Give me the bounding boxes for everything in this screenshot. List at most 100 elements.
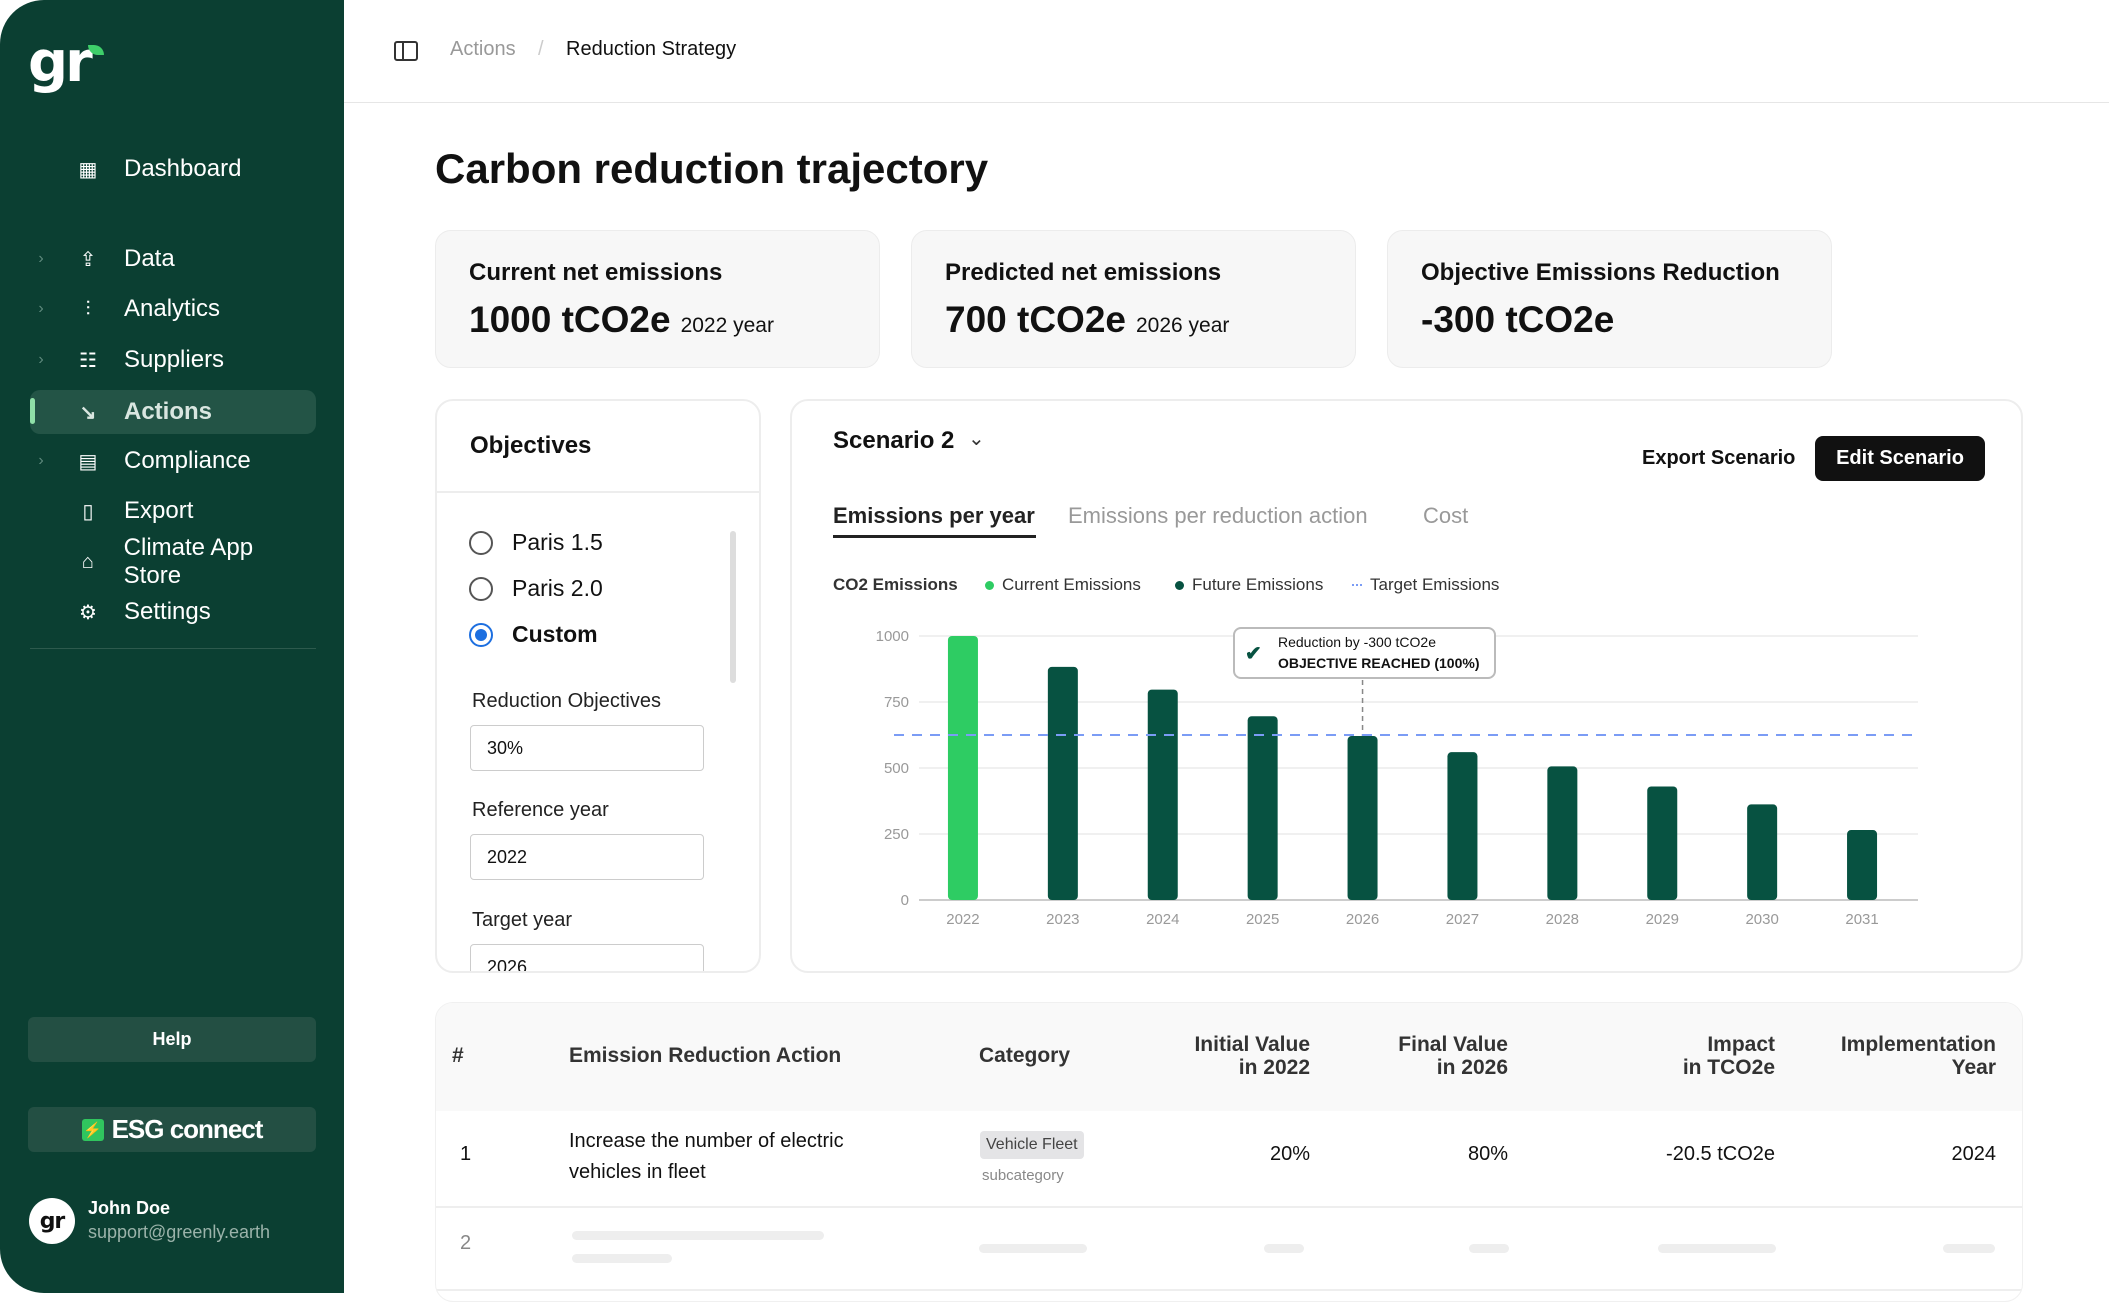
bar-2027 [1447, 752, 1478, 900]
radio-custom[interactable] [469, 623, 493, 647]
bar-2031 [1847, 830, 1878, 900]
loading-placeholder [572, 1254, 672, 1263]
bar-2023 [1047, 666, 1078, 900]
sidebar-item-data[interactable]: › ⇪ Data [30, 237, 316, 281]
sidebar-divider [30, 648, 316, 649]
analytics-icon: ⫶ [85, 297, 91, 320]
chevron-right-icon: › [38, 300, 44, 317]
sidebar-item-climate-app-store[interactable]: ⌂ Climate App Store [30, 534, 316, 589]
reduction-objectives-input[interactable]: 30% [470, 725, 704, 771]
sidebar-item-actions[interactable]: ↘ Actions [30, 390, 316, 434]
th-action: Emission Reduction Action [569, 1044, 842, 1067]
sidebar-item-dashboard[interactable]: ▦ Dashboard [30, 147, 316, 191]
subcategory-text: subcategory [982, 1167, 1064, 1184]
th-initial-value: Initial Value in 2022 [1194, 1033, 1310, 1079]
radio-paris-1-5[interactable] [469, 531, 493, 555]
target-year-input[interactable]: 2026 [470, 944, 704, 971]
help-button[interactable]: Help [28, 1017, 316, 1062]
bar-2022 [947, 636, 978, 900]
export-scenario-button[interactable]: Export Scenario [1642, 447, 1796, 469]
row-number: 1 [460, 1143, 472, 1165]
sidebar-toggle-icon[interactable] [394, 41, 418, 61]
edit-scenario-button[interactable]: Edit Scenario [1815, 436, 1985, 481]
tab-cost[interactable]: Cost [1423, 503, 1469, 528]
user-name: John Doe [88, 1198, 171, 1218]
breadcrumb-current: Reduction Strategy [566, 38, 737, 60]
actions-table [435, 1002, 2023, 1302]
th-number: # [452, 1044, 464, 1067]
loading-placeholder [979, 1244, 1087, 1253]
bar-2024 [1147, 689, 1178, 900]
page-title: Carbon reduction trajectory [435, 145, 989, 192]
stat-year: 2022 year [680, 314, 774, 337]
radio-label[interactable]: Paris 2.0 [512, 575, 603, 601]
store-icon: ⌂ [81, 550, 94, 573]
legend-future-marker [1175, 581, 1184, 590]
row-final: 80% [1467, 1143, 1508, 1165]
sidebar-item-analytics[interactable]: › ⫶ Analytics [30, 287, 316, 331]
objective-tooltip: ✔ Reduction by -300 tCO2e OBJECTIVE REAC… [1233, 627, 1496, 679]
objectives-title: Objectives [470, 432, 592, 459]
chevron-right-icon: › [38, 351, 44, 368]
chart-title: CO2 Emissions [833, 575, 958, 594]
tab-emissions-per-reduction-action[interactable]: Emissions per reduction action [1068, 503, 1368, 528]
bar-2028 [1547, 766, 1578, 900]
bar-2030 [1747, 804, 1778, 900]
th-implementation-year: Implementation Year [1840, 1033, 1996, 1079]
stat-value: 1000 tCO2e 2022 year [469, 299, 774, 341]
stat-value: 700 tCO2e 2026 year [945, 299, 1229, 341]
row-initial: 20% [1269, 1143, 1310, 1165]
tab-emissions-per-year[interactable]: Emissions per year [833, 503, 1035, 528]
sidebar-item-compliance[interactable]: › ▤ Compliance [30, 439, 316, 483]
category-tag[interactable]: Vehicle Fleet [980, 1131, 1084, 1159]
bar-2026 [1347, 736, 1378, 900]
scenario-selector[interactable]: Scenario 2 [833, 427, 955, 454]
legend-target-marker [1352, 584, 1362, 586]
breadcrumb-parent[interactable]: Actions [450, 38, 516, 60]
loading-placeholder [572, 1231, 824, 1240]
x-tick-label: 2030 [1745, 911, 1778, 928]
gear-icon: ⚙ [79, 601, 97, 624]
sidebar-item-settings[interactable]: ⚙ Settings [30, 590, 316, 634]
th-impact: Impact in TCO2e [1682, 1033, 1775, 1079]
chevron-down-icon[interactable]: ⌄ [968, 428, 985, 450]
file-icon: ▯ [82, 500, 94, 523]
radio-label[interactable]: Custom [512, 621, 598, 647]
greenly-logo[interactable]: gr [28, 30, 106, 95]
stat-card: Objective Emissions Reduction -300 tCO2e [1387, 230, 1832, 368]
check-icon: ✔ [1245, 643, 1262, 665]
sidebar-item-label: Analytics [124, 295, 221, 322]
sidebar-item-export[interactable]: ▯ Export [30, 489, 316, 533]
row-impact: -20.5 tCO2e [1666, 1143, 1775, 1165]
x-tick-label: 2023 [1046, 911, 1079, 928]
sidebar-item-label: Export [124, 497, 194, 524]
scrollbar[interactable] [730, 531, 736, 683]
radio-paris-2-0[interactable] [469, 577, 493, 601]
reference-year-input[interactable]: 2022 [470, 834, 704, 880]
stat-card: Predicted net emissions 700 tCO2e 2026 yea… [911, 230, 1356, 368]
legend-target: Target Emissions [1370, 575, 1500, 594]
bar-2025 [1247, 716, 1278, 900]
radio-label[interactable]: Paris 1.5 [512, 529, 603, 555]
stat-value-number: 1000 tCO2e [469, 299, 671, 340]
chevron-right-icon: › [38, 452, 44, 469]
x-tick-label: 2025 [1246, 911, 1279, 928]
row-action: Increase the number of electric vehicles… [569, 1130, 844, 1183]
bolt-icon: ⚡ [81, 1118, 104, 1141]
esg-connect-button[interactable]: ⚡ ESG connect [28, 1107, 316, 1152]
x-tick-label: 2024 [1146, 911, 1179, 928]
scenario-panel [790, 399, 2023, 973]
stat-card: Current net emissions 1000 tCO2e 2022 year [435, 230, 880, 368]
sidebar-item-label: Climate App Store [123, 534, 254, 589]
sidebar-item-suppliers[interactable]: › ☷ Suppliers [30, 338, 316, 382]
chevron-right-icon: › [38, 250, 44, 267]
tooltip-line2: OBJECTIVE REACHED (100%) [1278, 655, 1480, 671]
y-tick-label: 750 [884, 694, 909, 711]
stat-value-number: 700 tCO2e [945, 299, 1126, 340]
emissions-chart: 0 250 500 750 1000 2022 2023 2024 2025 2026 2027 20… [876, 628, 1918, 928]
users-icon: ☷ [79, 349, 97, 372]
sidebar-item-label: Actions [124, 398, 213, 425]
avatar[interactable]: gr [29, 1198, 75, 1244]
x-tick-label: 2029 [1646, 911, 1679, 928]
legend-future: Future Emissions [1192, 575, 1324, 594]
